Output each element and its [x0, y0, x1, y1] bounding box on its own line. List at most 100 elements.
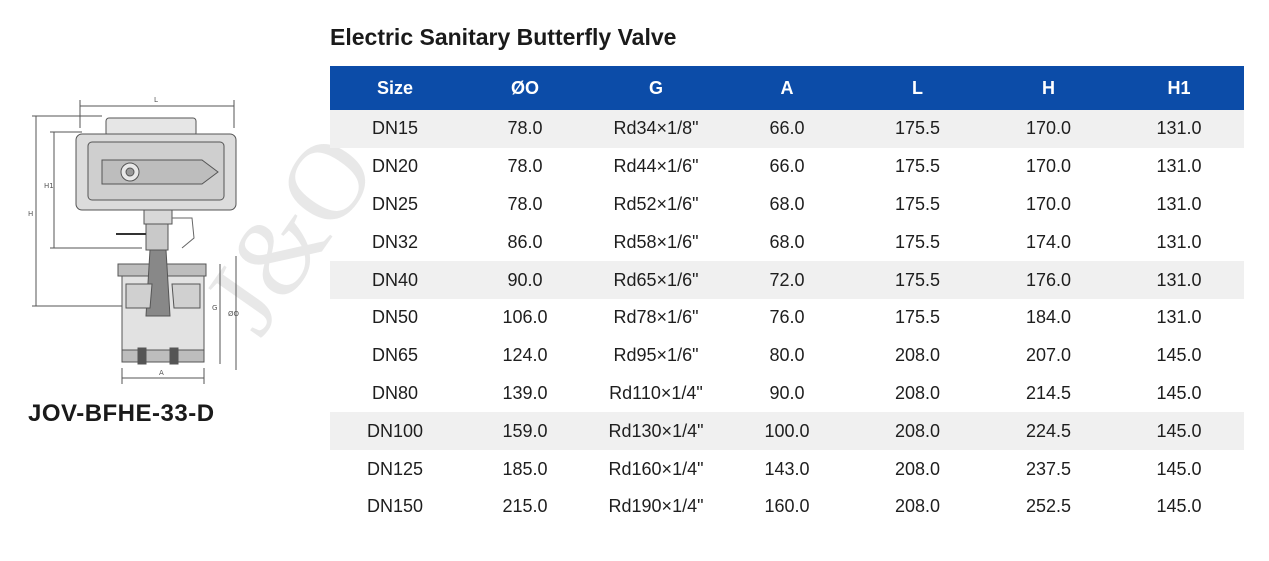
cell-h1: 131.0 — [1156, 193, 1202, 214]
cell-l: 208.0 — [852, 412, 983, 451]
dim-label-h: H — [28, 210, 33, 218]
cell-g: Rd160×1/4" — [608, 458, 704, 479]
header-h1: H1 — [1114, 66, 1244, 110]
cell-o: 139.0 — [502, 382, 548, 403]
cell-h1: 131.0 — [1156, 231, 1202, 252]
cell-h: 170.0 — [1025, 193, 1072, 214]
table-row: DN50 106.0 Rd78×1/6" 76.0 175.5 184.0 131.0 — [330, 299, 1244, 337]
header-a: A — [722, 66, 852, 110]
cell-l: 208.0 — [894, 382, 941, 403]
header-h: H — [983, 66, 1114, 110]
cell-a: 90.0 — [769, 382, 805, 403]
cell-h: 214.5 — [1025, 382, 1072, 403]
cell-size: DN20 — [371, 156, 419, 177]
cell-o: 78.0 — [460, 110, 590, 148]
header-o: ØO — [460, 66, 590, 110]
cell-size: DN32 — [371, 231, 419, 252]
dim-label-h1: H1 — [44, 182, 54, 190]
cell-a: 68.0 — [769, 193, 805, 214]
table-row: DN25 78.0 Rd52×1/6" 68.0 175.5 170.0 131.0 — [330, 186, 1244, 224]
cell-h1: 131.0 — [1114, 261, 1244, 299]
cell-g: Rd52×1/6" — [613, 193, 699, 214]
table-header-row: Size ØO G A L H H1 — [330, 66, 1244, 110]
dim-label-o: ØO — [228, 310, 240, 318]
cell-size: DN125 — [366, 458, 424, 479]
cell-size: DN150 — [366, 496, 424, 517]
cell-g: Rd65×1/6" — [590, 261, 722, 299]
cell-size: DN80 — [371, 382, 419, 403]
cell-h1: 145.0 — [1114, 412, 1244, 451]
cell-h1: 145.0 — [1156, 458, 1202, 479]
dim-label-g: G — [212, 304, 217, 312]
cell-a: 66.0 — [769, 156, 805, 177]
cell-a: 160.0 — [764, 496, 810, 517]
cell-h: 224.5 — [983, 412, 1114, 451]
header-size: Size — [330, 66, 460, 110]
table-row: DN15 78.0 Rd34×1/8" 66.0 175.5 170.0 131.0 — [330, 110, 1244, 148]
cell-size: DN25 — [371, 193, 419, 214]
cell-a: 100.0 — [722, 412, 852, 451]
cell-h1: 145.0 — [1156, 382, 1202, 403]
cell-a: 68.0 — [769, 231, 805, 252]
cell-l: 208.0 — [894, 496, 941, 517]
cell-o: 90.0 — [460, 261, 590, 299]
cell-size: DN65 — [371, 345, 419, 366]
cell-h: 170.0 — [1025, 156, 1072, 177]
table-row: DN32 86.0 Rd58×1/6" 68.0 175.5 174.0 131.0 — [330, 223, 1244, 261]
cell-g: Rd190×1/4" — [608, 496, 704, 517]
cell-l: 175.5 — [894, 156, 941, 177]
cell-h: 207.0 — [1025, 345, 1072, 366]
cell-h: 174.0 — [1025, 231, 1072, 252]
table-row: DN125 185.0 Rd160×1/4" 143.0 208.0 237.5 145.0 — [330, 450, 1244, 488]
valve-technical-drawing: L H H1 G ØO A — [28, 96, 240, 384]
cell-o: 159.0 — [460, 412, 590, 451]
cell-l: 208.0 — [894, 345, 941, 366]
cell-h: 176.0 — [983, 261, 1114, 299]
spec-table: Size ØO G A L H H1 DN15 78.0 Rd34×1/8" 66.0… — [330, 66, 1244, 526]
cell-g: Rd130×1/4" — [590, 412, 722, 451]
cell-a: 143.0 — [764, 458, 810, 479]
cell-size: DN50 — [371, 307, 419, 328]
cell-a: 66.0 — [722, 110, 852, 148]
cell-h1: 131.0 — [1156, 307, 1202, 328]
header-g: G — [590, 66, 722, 110]
table-row: DN80 139.0 Rd110×1/4" 90.0 208.0 214.5 145.0 — [330, 375, 1244, 413]
cell-h1: 131.0 — [1156, 156, 1202, 177]
cell-a: 72.0 — [722, 261, 852, 299]
cell-h: 237.5 — [1025, 458, 1072, 479]
cell-o: 78.0 — [507, 156, 543, 177]
cell-g: Rd110×1/4" — [609, 382, 703, 403]
cell-o: 86.0 — [507, 231, 543, 252]
cell-h1: 131.0 — [1114, 110, 1244, 148]
cell-o: 185.0 — [502, 458, 548, 479]
page-title: Electric Sanitary Butterfly Valve — [330, 24, 677, 50]
cell-g: Rd44×1/6" — [613, 156, 699, 177]
cell-g: Rd58×1/6" — [613, 231, 699, 252]
cell-o: 106.0 — [502, 307, 548, 328]
cell-l: 175.5 — [852, 110, 983, 148]
cell-l: 175.5 — [894, 307, 941, 328]
cell-g: Rd78×1/6" — [613, 307, 699, 328]
table-row: DN65 124.0 Rd95×1/6" 80.0 208.0 207.0 145.0 — [330, 337, 1244, 375]
table-row: DN150 215.0 Rd190×1/4" 160.0 208.0 252.5 145.0 — [330, 488, 1244, 526]
cell-h: 170.0 — [983, 110, 1114, 148]
table-row: DN100 159.0 Rd130×1/4" 100.0 208.0 224.5 145.0 — [330, 412, 1244, 451]
cell-a: 76.0 — [769, 307, 805, 328]
cell-l: 208.0 — [894, 458, 941, 479]
cell-o: 215.0 — [502, 496, 548, 517]
cell-g: Rd95×1/6" — [613, 345, 699, 366]
model-number: JOV-BFHE-33-D — [28, 400, 215, 427]
cell-l: 175.5 — [894, 193, 941, 214]
cell-h1: 145.0 — [1156, 345, 1202, 366]
header-l: L — [852, 66, 983, 110]
dim-label-a: A — [159, 369, 164, 377]
cell-o: 124.0 — [502, 345, 548, 366]
cell-o: 78.0 — [507, 193, 543, 214]
dim-label-l: L — [154, 96, 158, 104]
cell-size: DN40 — [330, 261, 460, 299]
cell-h: 184.0 — [1025, 307, 1072, 328]
cell-l: 175.5 — [852, 261, 983, 299]
cell-a: 80.0 — [769, 345, 805, 366]
cell-size: DN15 — [330, 110, 460, 148]
table-row: DN40 90.0 Rd65×1/6" 72.0 175.5 176.0 131.0 — [330, 261, 1244, 299]
